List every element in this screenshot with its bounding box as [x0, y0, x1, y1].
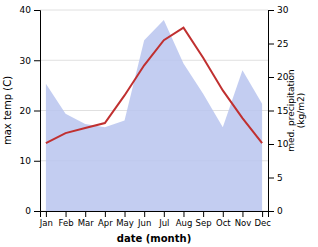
tick: 30	[20, 56, 40, 66]
y2-axis-title: med. precipitation(kg/m2)	[286, 69, 306, 151]
tick-label: 10	[20, 156, 32, 166]
tick: Oct	[216, 211, 231, 228]
tick-label: Dec	[254, 218, 271, 228]
axis-line	[41, 212, 269, 218]
x-axis-title: date (month)	[117, 233, 191, 244]
chart: Jan Feb MarAprMayJun Jul AugSep Oct NovDec 0 10 2…	[0, 0, 318, 247]
tick: 20	[20, 106, 40, 116]
grid-line	[40, 10, 268, 11]
tick-mark	[203, 211, 204, 217]
tick: 0	[268, 206, 283, 216]
tick-mark	[34, 161, 40, 162]
tick-label: Jun	[137, 218, 151, 228]
tick-label: 5	[277, 173, 283, 183]
tick-mark	[268, 211, 274, 212]
line	[46, 28, 262, 144]
tick: Jul	[158, 211, 169, 228]
tick-label: 0	[25, 206, 31, 216]
tick-mark	[183, 211, 184, 217]
tick-label: Feb	[59, 218, 74, 228]
tick-label: May	[116, 218, 134, 228]
chart-container: Jan Feb MarAprMayJun Jul AugSep Oct NovDec 0 10 2…	[0, 0, 318, 247]
grid	[40, 10, 268, 211]
tick-label: Jul	[158, 218, 169, 228]
tick-mark	[105, 211, 106, 217]
area	[46, 20, 262, 211]
plot: Jan Feb MarAprMayJun Jul AugSep Oct NovDec 0 10 2…	[20, 5, 289, 228]
tick-mark	[85, 211, 86, 217]
tick: 10	[20, 156, 40, 166]
tick: Feb	[59, 211, 74, 228]
tick: Aug	[176, 211, 193, 228]
x-axis: Jan Feb MarAprMayJun Jul AugSep Oct NovDec	[39, 211, 271, 228]
tick-label: 40	[20, 5, 32, 15]
tick-label: 20	[20, 106, 32, 116]
tick-label: Oct	[216, 218, 231, 228]
tick-label: 30	[20, 56, 32, 66]
axis-line	[269, 11, 275, 212]
tick: Mar	[78, 211, 95, 228]
tick-label: Aug	[176, 218, 193, 228]
y-axis: 0 10 20 30 40	[20, 5, 41, 216]
marks	[46, 20, 262, 211]
axis-line	[34, 11, 41, 212]
tick-mark	[34, 111, 40, 112]
tick: 0	[25, 206, 40, 216]
tick-mark	[46, 211, 47, 217]
tick-mark	[268, 144, 274, 145]
tick-mark	[66, 211, 67, 217]
tick-label: Nov	[235, 218, 252, 228]
tick: May	[116, 211, 134, 228]
tick-mark	[34, 10, 40, 11]
tick-mark	[268, 44, 274, 45]
tick-mark	[268, 178, 274, 179]
tick-label: Sep	[196, 218, 212, 228]
tick-label: Apr	[98, 218, 113, 228]
tick: 25	[268, 39, 288, 49]
tick: 5	[268, 173, 283, 183]
y2-axis-title-line: med. precipitation	[286, 69, 296, 151]
tick: Dec	[254, 211, 271, 228]
tick-label: 30	[277, 5, 289, 15]
tick: Jun	[137, 211, 151, 228]
tick: 30	[268, 5, 289, 15]
tick: Nov	[235, 211, 252, 228]
tick-mark	[223, 211, 224, 217]
tick-mark	[268, 77, 274, 78]
tick: Jan	[39, 211, 53, 228]
y2-axis-title-line: (kg/m2)	[296, 93, 306, 128]
tick: 40	[20, 5, 40, 15]
tick-mark	[268, 111, 274, 112]
tick-mark	[262, 211, 263, 217]
tick-mark	[242, 211, 243, 217]
tick-mark	[34, 211, 40, 212]
tick-label: Jan	[39, 218, 53, 228]
tick-mark	[125, 211, 126, 217]
tick: Sep	[196, 211, 212, 228]
tick-mark	[34, 60, 40, 61]
tick-mark	[164, 211, 165, 217]
tick-mark	[144, 211, 145, 217]
y-axis-title: max temp (C)	[2, 76, 13, 145]
tick-label: 0	[277, 206, 283, 216]
tick-label: 25	[277, 39, 288, 49]
tick-mark	[268, 10, 274, 11]
tick-label: Mar	[78, 218, 95, 228]
tick: Apr	[98, 211, 113, 228]
